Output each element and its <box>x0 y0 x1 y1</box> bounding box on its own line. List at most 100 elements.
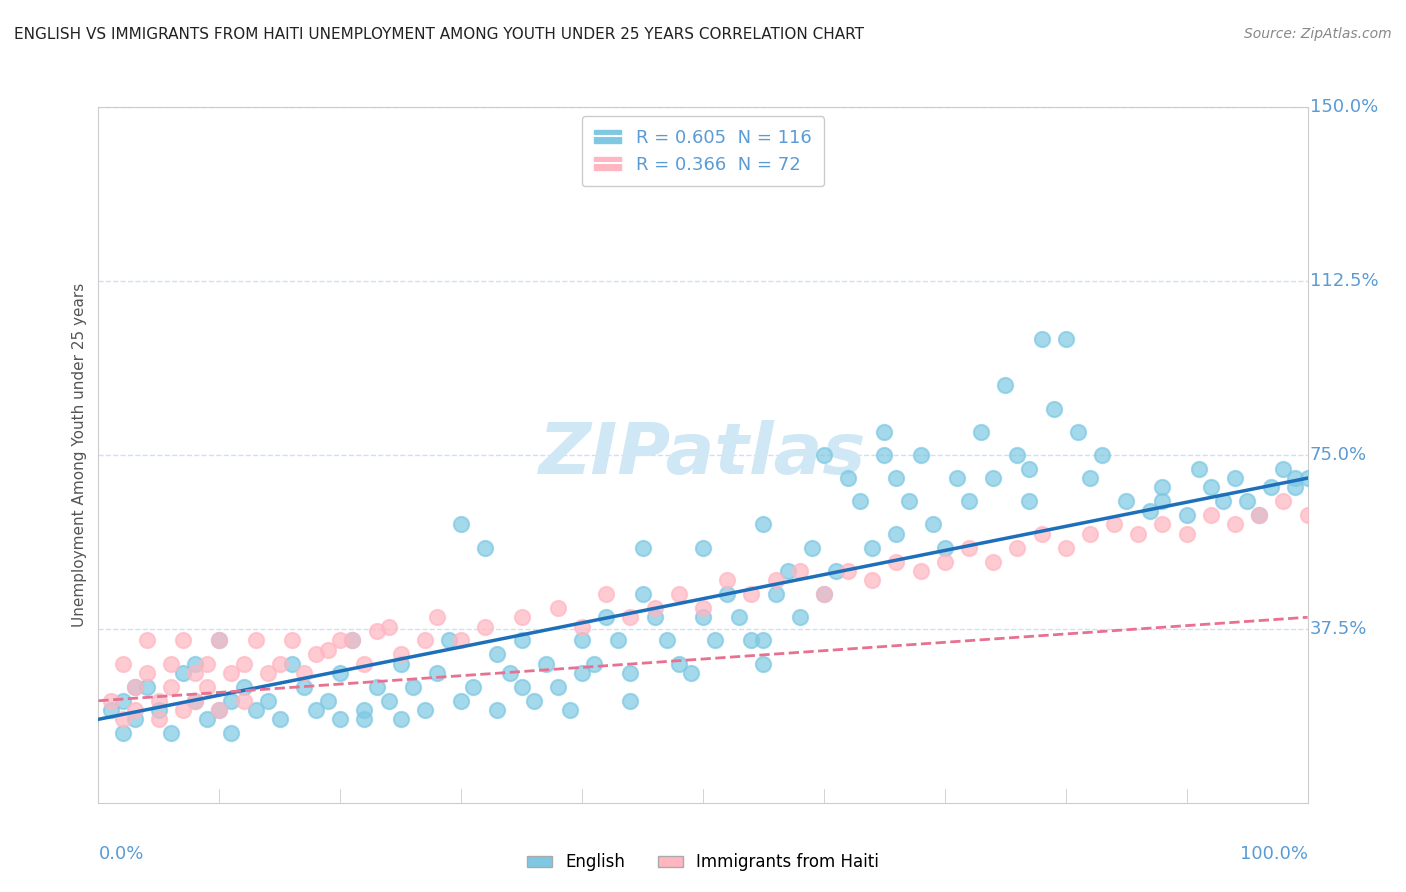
English <box>655 633 678 648</box>
Immigrants from Haiti <box>571 619 593 633</box>
English <box>1152 494 1174 508</box>
English <box>389 712 412 726</box>
English <box>402 680 425 694</box>
English <box>752 657 775 671</box>
Immigrants from Haiti <box>172 703 194 717</box>
Immigrants from Haiti <box>981 555 1004 569</box>
Immigrants from Haiti <box>100 694 122 708</box>
Immigrants from Haiti <box>692 601 714 615</box>
English <box>1018 462 1040 476</box>
Immigrants from Haiti <box>195 657 218 671</box>
English <box>849 494 872 508</box>
Immigrants from Haiti <box>135 633 157 648</box>
English <box>860 541 883 555</box>
Immigrants from Haiti <box>208 633 231 648</box>
English <box>752 517 775 532</box>
English <box>607 633 630 648</box>
English <box>111 694 134 708</box>
Immigrants from Haiti <box>1175 526 1198 541</box>
Immigrants from Haiti <box>329 633 352 648</box>
Immigrants from Haiti <box>510 610 533 624</box>
English <box>389 657 412 671</box>
English <box>886 471 908 485</box>
Immigrants from Haiti <box>740 587 762 601</box>
English <box>692 610 714 624</box>
Legend: English, Immigrants from Haiti: English, Immigrants from Haiti <box>520 847 886 878</box>
Immigrants from Haiti <box>813 587 835 601</box>
Text: 0.0%: 0.0% <box>98 845 143 863</box>
English <box>316 694 339 708</box>
Immigrants from Haiti <box>245 633 267 648</box>
English <box>523 694 546 708</box>
English <box>583 657 606 671</box>
English <box>946 471 969 485</box>
English <box>1007 448 1029 462</box>
English <box>135 680 157 694</box>
Text: 100.0%: 100.0% <box>1240 845 1308 863</box>
English <box>208 703 231 717</box>
English <box>172 665 194 680</box>
English <box>498 665 520 680</box>
English <box>1272 462 1295 476</box>
Immigrants from Haiti <box>184 694 207 708</box>
Immigrants from Haiti <box>450 633 472 648</box>
English <box>463 680 485 694</box>
Immigrants from Haiti <box>668 587 690 601</box>
English <box>752 633 775 648</box>
English <box>873 425 896 439</box>
English <box>148 703 170 717</box>
Immigrants from Haiti <box>957 541 980 555</box>
Immigrants from Haiti <box>111 712 134 726</box>
English <box>437 633 460 648</box>
English <box>1152 480 1174 494</box>
Immigrants from Haiti <box>1223 517 1246 532</box>
Immigrants from Haiti <box>389 648 412 662</box>
English <box>124 680 146 694</box>
English <box>595 610 617 624</box>
English <box>800 541 823 555</box>
English <box>100 703 122 717</box>
Immigrants from Haiti <box>221 665 243 680</box>
Immigrants from Haiti <box>111 657 134 671</box>
Text: ZIPatlas: ZIPatlas <box>540 420 866 490</box>
English <box>221 694 243 708</box>
English <box>1175 508 1198 523</box>
Immigrants from Haiti <box>184 665 207 680</box>
English <box>292 680 315 694</box>
Immigrants from Haiti <box>426 610 449 624</box>
Text: 37.5%: 37.5% <box>1310 620 1368 638</box>
Immigrants from Haiti <box>160 657 183 671</box>
English <box>897 494 920 508</box>
Immigrants from Haiti <box>232 694 254 708</box>
Immigrants from Haiti <box>595 587 617 601</box>
Immigrants from Haiti <box>765 573 787 587</box>
Immigrants from Haiti <box>195 680 218 694</box>
English <box>631 541 654 555</box>
Immigrants from Haiti <box>474 619 496 633</box>
English <box>873 448 896 462</box>
English <box>631 587 654 601</box>
English <box>1188 462 1211 476</box>
English <box>510 680 533 694</box>
English <box>740 633 762 648</box>
Immigrants from Haiti <box>910 564 932 578</box>
English <box>305 703 328 717</box>
Text: 75.0%: 75.0% <box>1310 446 1367 464</box>
English <box>679 665 702 680</box>
English <box>486 648 509 662</box>
Text: ENGLISH VS IMMIGRANTS FROM HAITI UNEMPLOYMENT AMONG YOUTH UNDER 25 YEARS CORRELA: ENGLISH VS IMMIGRANTS FROM HAITI UNEMPLO… <box>14 27 865 42</box>
English <box>450 517 472 532</box>
English <box>692 541 714 555</box>
English <box>1139 503 1161 517</box>
English <box>1031 332 1053 346</box>
Immigrants from Haiti <box>281 633 304 648</box>
English <box>1260 480 1282 494</box>
English <box>329 665 352 680</box>
Immigrants from Haiti <box>716 573 738 587</box>
Immigrants from Haiti <box>547 601 569 615</box>
Immigrants from Haiti <box>886 555 908 569</box>
English <box>571 633 593 648</box>
English <box>921 517 943 532</box>
English <box>184 694 207 708</box>
English <box>413 703 436 717</box>
